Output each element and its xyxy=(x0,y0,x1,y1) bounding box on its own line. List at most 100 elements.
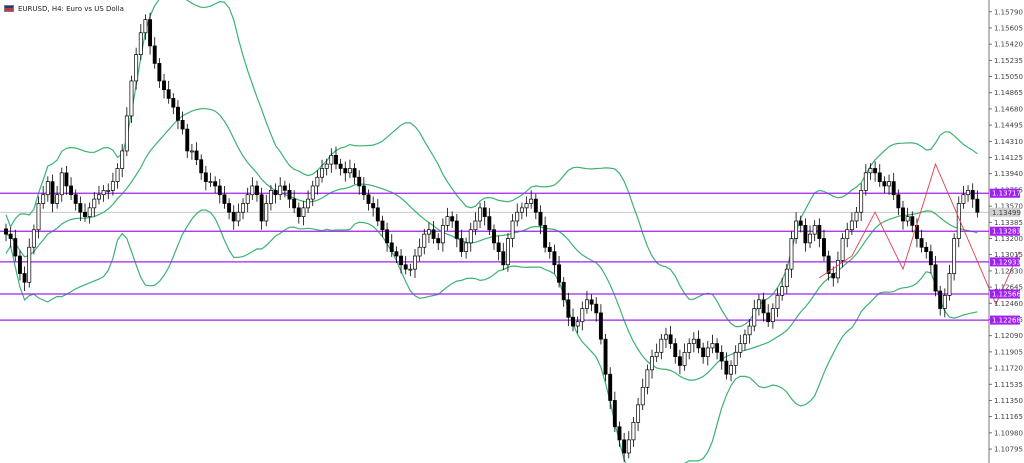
candle-body xyxy=(682,351,687,366)
candle xyxy=(301,200,306,226)
candle-body xyxy=(882,181,887,187)
current-price-tag-bg xyxy=(990,207,1020,217)
candle xyxy=(8,227,13,248)
candle-body xyxy=(515,211,520,222)
candle xyxy=(770,303,775,329)
candle xyxy=(594,297,599,322)
candle-body xyxy=(120,150,125,169)
candle xyxy=(241,198,245,220)
candle-body xyxy=(264,203,269,222)
candle xyxy=(59,167,64,202)
candle xyxy=(529,190,534,209)
candle xyxy=(496,235,501,261)
candle xyxy=(213,176,218,193)
candle xyxy=(882,176,887,193)
candle-body xyxy=(566,299,571,318)
candle xyxy=(775,288,780,318)
candle xyxy=(231,205,236,230)
candle-body xyxy=(361,185,366,196)
candle xyxy=(36,196,41,239)
candle xyxy=(747,319,752,344)
candle-body xyxy=(426,229,431,235)
y-tick-label: 1.10795 xyxy=(994,446,1023,454)
candle-body xyxy=(171,98,176,108)
bollinger-middle-band xyxy=(5,108,978,381)
candle xyxy=(315,170,320,195)
candle xyxy=(115,163,120,189)
candle-body xyxy=(306,198,311,209)
candle xyxy=(459,229,464,257)
candle xyxy=(264,194,269,227)
candle-body xyxy=(101,190,106,196)
candle-body xyxy=(919,238,924,248)
candle xyxy=(78,196,83,221)
candle xyxy=(738,334,743,358)
candle xyxy=(715,338,720,360)
candle-body xyxy=(403,264,408,270)
candle xyxy=(334,146,338,170)
candle-body xyxy=(631,422,636,441)
y-tick-label: 1.11350 xyxy=(994,397,1023,405)
candle xyxy=(106,183,111,200)
candle-body xyxy=(324,163,329,169)
candle-body xyxy=(468,229,473,244)
candle xyxy=(468,222,473,252)
level-tag-label: 1.13283 xyxy=(992,228,1021,236)
y-tick-label: 1.11720 xyxy=(994,365,1023,373)
candle xyxy=(389,234,394,257)
candle-body xyxy=(194,150,199,161)
level-tag: 1.13717 xyxy=(990,188,1021,198)
candle xyxy=(273,183,278,204)
candle-body xyxy=(784,268,789,288)
candle xyxy=(970,183,975,208)
candle-body xyxy=(166,89,171,99)
candle xyxy=(780,277,785,301)
y-tick-label: 1.11535 xyxy=(994,381,1023,389)
candle-body xyxy=(859,190,864,213)
candle-body xyxy=(273,190,278,196)
candle xyxy=(756,294,761,316)
candle xyxy=(361,177,366,200)
candle xyxy=(278,177,283,200)
bollinger-upper-band xyxy=(5,0,978,328)
candle xyxy=(654,343,659,362)
y-tick-label: 1.12830 xyxy=(994,267,1023,275)
candle-body xyxy=(492,229,496,244)
candle xyxy=(733,345,738,375)
candle xyxy=(956,196,961,248)
candle-body xyxy=(417,246,422,257)
candle-body xyxy=(217,185,222,196)
candle xyxy=(659,333,664,360)
candle xyxy=(849,212,854,236)
candle-body xyxy=(780,286,785,296)
candle xyxy=(585,291,589,314)
candle xyxy=(148,12,153,55)
level-tag: 1.12933 xyxy=(990,257,1021,267)
candle xyxy=(22,266,27,292)
candle-body xyxy=(413,255,417,270)
candle-body xyxy=(636,404,641,423)
candle-body xyxy=(877,172,882,182)
candle xyxy=(464,237,469,259)
candle xyxy=(83,203,87,222)
candle xyxy=(120,143,125,178)
candle-body xyxy=(250,185,255,196)
candle-body xyxy=(715,343,720,353)
candle-body xyxy=(738,343,743,353)
candle-body xyxy=(868,168,873,174)
candle xyxy=(320,159,324,183)
candle-body xyxy=(808,233,812,244)
candle-body xyxy=(431,229,436,239)
candle-body xyxy=(464,242,469,252)
candle xyxy=(817,218,822,248)
candle xyxy=(589,294,594,312)
candle xyxy=(701,342,706,364)
candle xyxy=(840,233,845,268)
candle-body xyxy=(952,238,957,274)
candle-body xyxy=(487,216,492,231)
candle xyxy=(942,288,947,318)
candle xyxy=(138,24,143,60)
candle xyxy=(268,185,273,211)
candle xyxy=(547,242,552,259)
